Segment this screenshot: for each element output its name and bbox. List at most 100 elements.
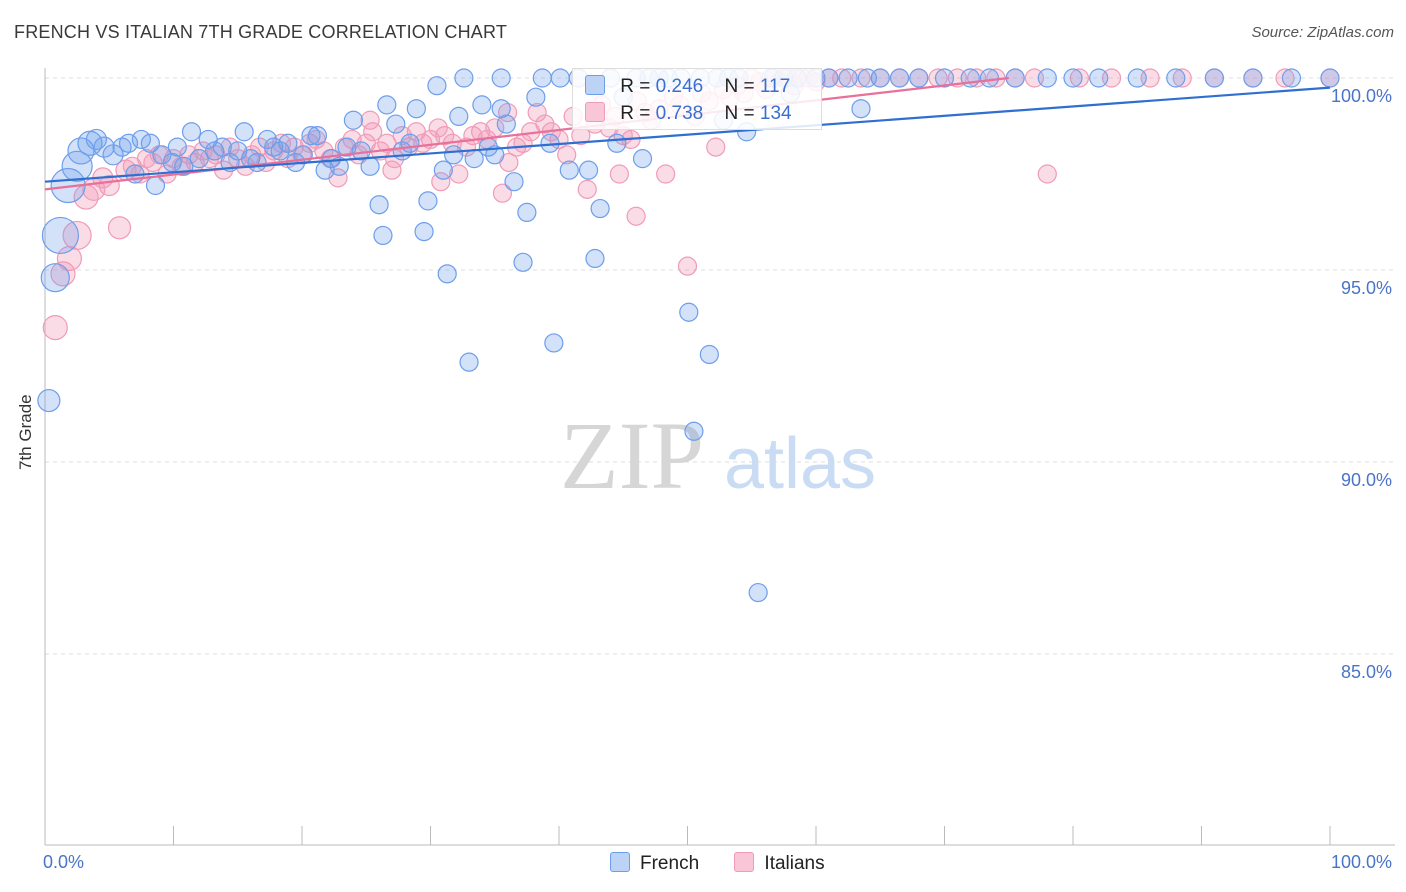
french-point xyxy=(433,160,453,180)
french-point xyxy=(369,195,389,215)
french-point xyxy=(337,137,357,157)
french-point xyxy=(517,202,537,222)
french-point xyxy=(167,137,187,157)
x-tick-label: 0.0% xyxy=(43,852,85,872)
legend-row-italians: R = 0.738 N = 134 xyxy=(585,102,792,126)
italians-point xyxy=(527,102,547,123)
french-point xyxy=(526,87,546,107)
french-point xyxy=(85,128,108,151)
trend-lines xyxy=(44,76,1331,191)
french-n-label: N = xyxy=(724,76,755,97)
y-tick-label: 90.0% xyxy=(1340,470,1392,490)
french-point xyxy=(909,68,929,88)
french-point xyxy=(257,129,277,150)
watermark-atlas: atlas xyxy=(724,424,876,504)
french-point xyxy=(870,68,890,88)
italians-n-value: 134 xyxy=(759,103,792,124)
legend-item-italians: Italians xyxy=(734,852,825,875)
italians-swatch xyxy=(585,102,605,122)
x-tick-label: 100.0% xyxy=(1330,852,1392,872)
french-point xyxy=(607,133,627,153)
french-point xyxy=(454,68,474,88)
french-r-label: R = xyxy=(620,76,651,97)
french-point xyxy=(889,68,910,88)
french-point xyxy=(418,191,438,211)
italians-point xyxy=(1172,68,1192,88)
french-point xyxy=(1320,68,1340,88)
french-point xyxy=(329,156,349,176)
french-point xyxy=(550,68,570,88)
french-legend-label: French xyxy=(640,853,700,874)
italians-point xyxy=(107,216,132,240)
french-point xyxy=(427,76,447,96)
french-point xyxy=(234,122,254,142)
french-point xyxy=(590,198,610,219)
italians-point xyxy=(449,164,469,184)
french-point xyxy=(472,95,492,115)
french-point xyxy=(1127,68,1147,88)
chart-title: FRENCH VS ITALIAN 7TH GRADE CORRELATION … xyxy=(14,22,508,42)
italians-point xyxy=(363,122,383,142)
italians-n-label: N = xyxy=(724,103,755,124)
french-point xyxy=(152,145,172,165)
italians-point xyxy=(626,206,646,226)
source-label: Source: ZipAtlas.com xyxy=(1251,24,1394,41)
axes xyxy=(44,68,1395,846)
french-point xyxy=(513,252,533,272)
french-point xyxy=(459,352,479,372)
italians-point xyxy=(471,122,491,142)
italians-legend-swatch xyxy=(734,852,755,872)
french-point xyxy=(1063,68,1083,88)
italians-point xyxy=(656,164,676,184)
italians-point xyxy=(377,133,397,153)
french-point xyxy=(491,68,511,88)
french-point xyxy=(934,68,955,88)
italians-point xyxy=(1275,68,1295,88)
french-point xyxy=(444,145,464,165)
french-point xyxy=(632,149,653,169)
french-point xyxy=(1204,68,1224,88)
french-legend-swatch xyxy=(610,852,630,872)
french-point xyxy=(386,114,406,134)
french-point xyxy=(504,172,524,192)
french-point xyxy=(41,216,80,255)
french-point xyxy=(400,133,420,153)
french-trend-line xyxy=(44,86,1331,183)
french-point xyxy=(181,122,202,142)
french-point xyxy=(979,68,1000,88)
italians-point xyxy=(42,315,68,341)
french-point xyxy=(559,160,579,180)
italians-point xyxy=(1069,68,1090,88)
italians-point xyxy=(62,220,92,251)
french-point xyxy=(1166,68,1186,88)
legend-item-french: French xyxy=(610,852,699,875)
french-point xyxy=(851,99,871,119)
french-point xyxy=(40,263,70,293)
french-point xyxy=(532,68,552,88)
italians-point xyxy=(557,145,577,165)
stats-legend: R = 0.246 N = 117 R = 0.738 N = 134 xyxy=(572,68,822,130)
y-tick-label: 95.0% xyxy=(1340,278,1392,298)
french-point xyxy=(373,225,393,246)
italians-point xyxy=(179,145,199,165)
french-point xyxy=(247,152,267,173)
french-point xyxy=(278,133,298,153)
french-point xyxy=(491,99,511,119)
french-point xyxy=(485,145,505,165)
french-swatch xyxy=(585,75,605,95)
french-point xyxy=(544,333,564,353)
watermark-zip: ZIP xyxy=(560,402,704,509)
french-point xyxy=(118,133,139,153)
french-point xyxy=(684,421,704,441)
italians-point xyxy=(535,114,555,134)
italians-point xyxy=(392,126,412,146)
french-point xyxy=(212,137,232,157)
french-point xyxy=(307,126,328,146)
french-point xyxy=(377,95,397,115)
french-point xyxy=(437,264,457,284)
italians-point xyxy=(382,160,402,180)
y-tick-label: 85.0% xyxy=(1340,662,1392,682)
french-point xyxy=(960,68,980,88)
italians-point xyxy=(677,256,698,276)
